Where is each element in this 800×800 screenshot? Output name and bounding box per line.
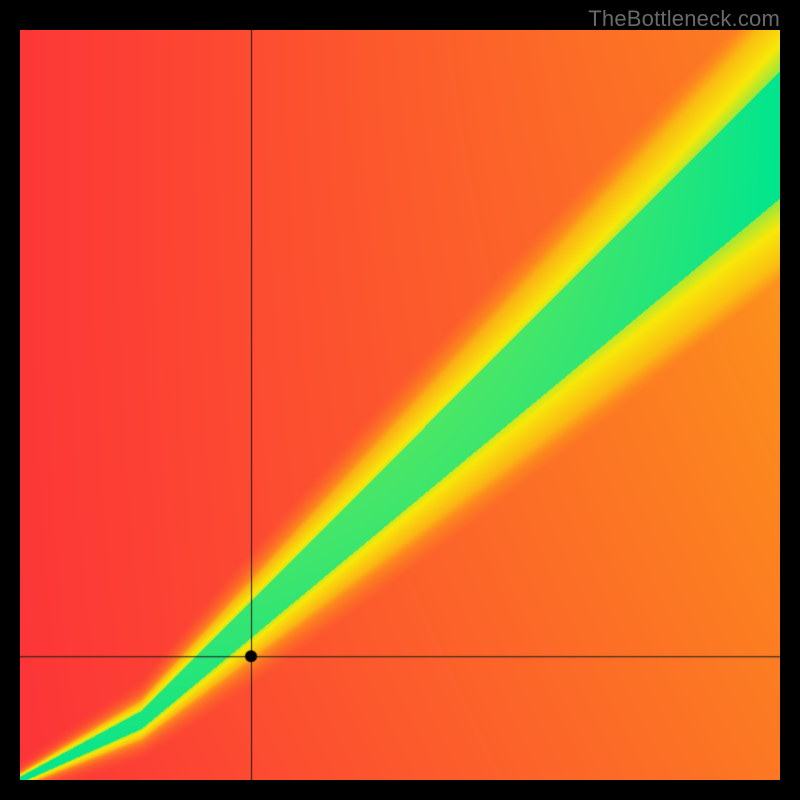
chart-frame: TheBottleneck.com <box>0 0 800 800</box>
heatmap-canvas <box>20 30 780 780</box>
watermark-text: TheBottleneck.com <box>588 6 780 32</box>
heatmap-plot <box>20 30 780 780</box>
